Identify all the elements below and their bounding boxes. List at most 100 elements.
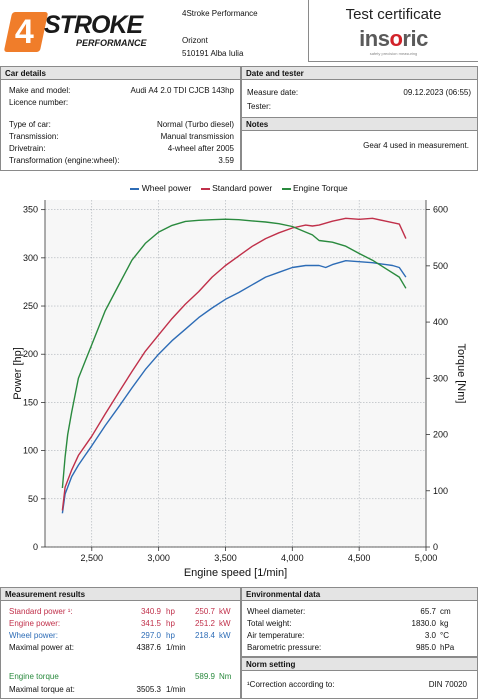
y-tick-label-left: 200	[23, 349, 38, 359]
norm-label: ¹Correction according to:	[247, 680, 335, 689]
x-tick-label: 4,000	[281, 553, 304, 563]
car-details-heading: Car details	[1, 67, 240, 80]
plot-area	[45, 200, 426, 547]
brand-tagline: safety precision measuring	[369, 51, 418, 56]
legend-label-wheel: Wheel power	[141, 183, 192, 193]
engine-power-kw-unit: kW	[219, 619, 231, 628]
norm-heading: Norm setting	[242, 658, 477, 671]
logo-digit: 4	[14, 13, 34, 51]
wheel-power-hp: 297.0	[140, 631, 161, 640]
brand-logo: insoric	[309, 26, 478, 52]
norm-panel: Norm setting ¹Correction according to: D…	[241, 657, 478, 699]
standard-power-line	[61, 217, 407, 511]
engine-torque-value: 589.9	[194, 672, 215, 681]
date-tester-heading: Date and tester	[242, 67, 477, 80]
notes-text: Gear 4 used in measurement.	[363, 141, 469, 150]
y-axis-title-left: Power [hp]	[12, 347, 24, 400]
notes-heading: Notes	[242, 118, 477, 131]
make-label: Make and model:	[9, 86, 71, 95]
logo-four-shape: 4	[3, 12, 49, 52]
car-details-panel: Car details Make and model: Audi A4 2.0 …	[0, 66, 241, 171]
ratio-value: 3.59	[218, 156, 234, 165]
y-tick-label-left: 100	[23, 446, 38, 456]
make-value: Audi A4 2.0 TDI CJCB 143hp	[130, 86, 234, 95]
standard-power-kw: 250.7	[194, 607, 215, 616]
measurement-results-panel: Measurement results Standard power ¹: 34…	[0, 587, 241, 699]
legend-label-torque: Engine Torque	[292, 183, 348, 193]
y-tick-label-left: 50	[28, 494, 38, 504]
max-torque-unit: 1/min	[166, 685, 186, 694]
environmental-heading: Environmental data	[242, 588, 477, 601]
y-tick-label-right: 200	[433, 430, 448, 440]
power-torque-chart: 2,500 3,000 3,500 4,000 4,500 5,0000501001502…	[12, 200, 467, 579]
y-tick-label-right: 600	[433, 205, 448, 215]
y-tick-label-left: 350	[23, 205, 38, 215]
wheel-diameter-unit: cm	[440, 607, 451, 616]
y-tick-label-right: 100	[433, 486, 448, 496]
standard-power-hp: 340.9	[140, 607, 161, 616]
type-value: Normal (Turbo diesel)	[156, 120, 234, 129]
y-tick-label-left: 150	[23, 397, 38, 407]
x-tick-label: 4,500	[348, 553, 371, 563]
chart-legend: Wheel power Standard power Engine Torque	[0, 183, 478, 193]
x-tick-label: 2,500	[81, 553, 104, 563]
max-power-value: 4387.6	[136, 643, 161, 652]
air-temperature-label: Air temperature:	[247, 631, 305, 640]
y-tick-label-right: 500	[433, 261, 448, 271]
y-tick-label-left: 0	[33, 542, 38, 552]
y-axis-title-right: Torque [Nm]	[455, 344, 467, 404]
brand-part-b: ric	[402, 26, 428, 51]
air-temperature-value: 3.0	[424, 631, 436, 640]
brand-part-a: ins	[359, 26, 390, 51]
legend-item-wheel: Wheel power	[130, 183, 191, 193]
engine-torque-unit: Nm	[219, 672, 232, 681]
wheel-diameter-label: Wheel diameter:	[247, 607, 306, 616]
max-torque-value: 3505.3	[136, 685, 161, 694]
certificate-title: Test certificate	[345, 6, 442, 23]
barometric-pressure-unit: hPa	[440, 643, 455, 652]
x-tick-label: 3,000	[147, 553, 170, 563]
logo-wordmark: STROKE	[44, 11, 143, 39]
wheel-power-label: Wheel power:	[9, 631, 58, 640]
legend-item-torque: Engine Torque	[281, 183, 348, 193]
norm-value: DIN 70020	[428, 680, 467, 689]
legend-item-standard: Standard power	[200, 183, 273, 193]
drivetrain-label: Drivetrain:	[9, 144, 46, 153]
notes-panel: Notes Gear 4 used in measurement.	[241, 117, 478, 171]
max-power-label: Maximal power at:	[9, 643, 74, 652]
y-tick-label-right: 0	[433, 542, 438, 552]
legend-label-standard: Standard power	[212, 183, 273, 193]
max-torque-label: Maximal torque at:	[9, 685, 75, 694]
air-temperature-unit: °C	[440, 631, 449, 640]
measure-date-value: 09.12.2023 (06:55)	[403, 88, 471, 97]
wheel-diameter-value: 65.7	[420, 607, 436, 616]
wheel-power-kw: 218.4	[194, 631, 215, 640]
licence-label: Licence number:	[9, 98, 69, 107]
wheel-power-kw-unit: kW	[219, 631, 231, 640]
engine-power-kw: 251.2	[194, 619, 215, 628]
y-tick-label-left: 300	[23, 253, 38, 263]
engine-power-hp: 341.5	[140, 619, 161, 628]
engine-torque-label: Engine torque	[9, 672, 59, 681]
x-tick-label: 3,500	[214, 553, 237, 563]
company-name: 4Stroke Performance	[182, 9, 258, 18]
wheel-power-hp-unit: hp	[166, 631, 175, 640]
y-tick-label-left: 250	[23, 301, 38, 311]
total-weight-value: 1830.0	[411, 619, 436, 628]
company-logo: 4 STROKE PERFORMANCE	[0, 0, 170, 60]
total-weight-label: Total weight:	[247, 619, 292, 628]
barometric-pressure-label: Barometric pressure:	[247, 643, 322, 652]
measurement-results-heading: Measurement results	[1, 588, 240, 601]
standard-power-label: Standard power ¹:	[9, 607, 73, 616]
drivetrain-value: 4-wheel after 2005	[167, 144, 234, 153]
engine-power-label: Engine power:	[9, 619, 61, 628]
wheel-power-line	[61, 259, 407, 514]
x-tick-label: 5,000	[415, 553, 438, 563]
transmission-value: Manual transmission	[160, 132, 234, 141]
y-tick-label-right: 300	[433, 373, 448, 383]
y-tick-label-right: 400	[433, 317, 448, 327]
measure-date-label: Measure date:	[247, 88, 299, 97]
date-tester-panel: Date and tester Measure date: 09.12.2023…	[241, 66, 478, 118]
max-power-unit: 1/min	[166, 643, 186, 652]
company-line3: 510191 Alba Iulia	[182, 49, 244, 58]
